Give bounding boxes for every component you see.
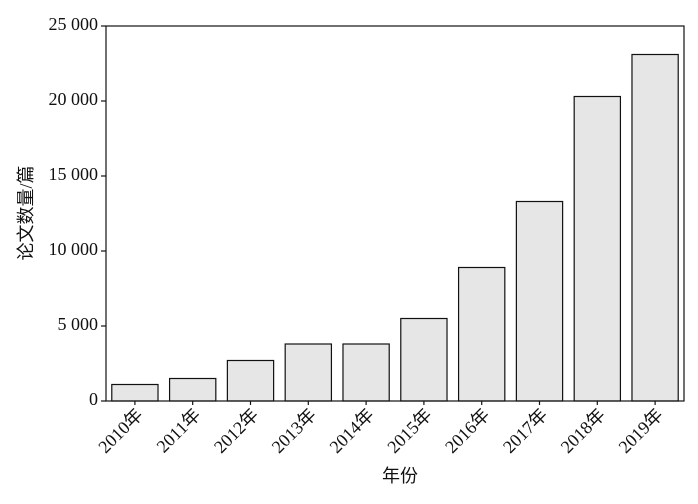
y-tick-label: 5 000 — [58, 314, 99, 334]
y-tick-label: 20 000 — [49, 89, 99, 109]
bar — [573, 95, 622, 402]
bar — [342, 343, 390, 402]
x-tick-label: 2018年 — [557, 405, 609, 457]
bar — [168, 377, 217, 402]
y-tick-label: 25 000 — [49, 14, 99, 34]
y-tick-label: 0 — [89, 389, 98, 409]
y-tick-label: 10 000 — [49, 239, 99, 259]
x-tick-label: 2015年 — [383, 405, 435, 457]
x-tick-label: 2014年 — [326, 405, 378, 457]
x-tick-label: 2012年 — [210, 405, 262, 457]
bar — [400, 317, 448, 402]
bar — [457, 266, 506, 402]
x-tick-label: 2019年 — [615, 405, 667, 457]
x-tick-label: 2011年 — [153, 405, 205, 457]
y-tick-label: 15 000 — [49, 164, 99, 184]
bar — [284, 343, 333, 402]
x-tick-label: 2013年 — [268, 405, 320, 457]
x-tick-label: 2016年 — [441, 405, 493, 457]
bar — [111, 383, 159, 402]
bar — [631, 53, 679, 402]
bar — [226, 359, 275, 402]
y-axis-label: 论文数量/篇 — [16, 165, 36, 260]
x-tick-label: 2017年 — [499, 405, 551, 457]
plot-frame — [105, 25, 685, 402]
x-axis-label: 年份 — [382, 466, 418, 486]
bar — [515, 200, 564, 402]
x-tick-label: 2010年 — [94, 405, 146, 457]
